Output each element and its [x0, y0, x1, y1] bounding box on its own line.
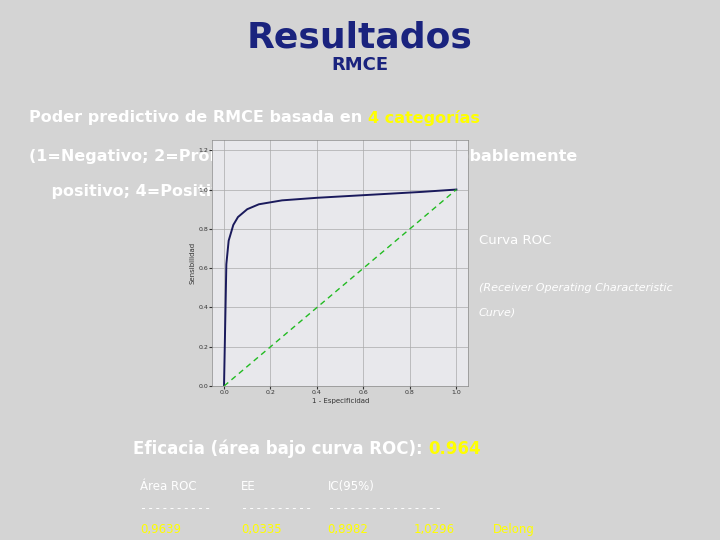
Y-axis label: Sensibilidad: Sensibilidad — [189, 242, 196, 285]
Text: 0.964: 0.964 — [428, 440, 481, 458]
Text: Área ROC: Área ROC — [140, 480, 197, 493]
Text: Poder predictivo de RMCE basada en: Poder predictivo de RMCE basada en — [29, 110, 368, 125]
Text: 0,0335: 0,0335 — [241, 523, 282, 536]
Text: Delong: Delong — [493, 523, 535, 536]
Text: (1=Negativo; 2=Probablemente negativo; 3=Probablemente: (1=Negativo; 2=Probablemente negativo; 3… — [29, 149, 577, 164]
Text: Resultados: Resultados — [247, 21, 473, 55]
Text: positivo; 4=Positivo): positivo; 4=Positivo) — [29, 185, 240, 199]
Text: EE: EE — [241, 480, 256, 493]
Text: Curve): Curve) — [479, 307, 516, 318]
Text: 0,8982: 0,8982 — [328, 523, 369, 536]
Text: ----------: ---------- — [140, 502, 212, 515]
Text: 0,9639: 0,9639 — [140, 523, 181, 536]
X-axis label: 1 - Especificidad: 1 - Especificidad — [312, 398, 369, 404]
Text: Curva ROC: Curva ROC — [479, 234, 552, 247]
Text: ----------------: ---------------- — [328, 502, 441, 515]
Text: IC(95%): IC(95%) — [328, 480, 374, 493]
Text: RMCE: RMCE — [331, 56, 389, 73]
Text: 4 categorías: 4 categorías — [368, 110, 480, 126]
Text: (Receiver Operating Characteristic: (Receiver Operating Characteristic — [479, 283, 672, 293]
Text: 1,0296: 1,0296 — [414, 523, 455, 536]
Text: ----------: ---------- — [241, 502, 312, 515]
Text: Eficacia (área bajo curva ROC):: Eficacia (área bajo curva ROC): — [133, 440, 428, 458]
